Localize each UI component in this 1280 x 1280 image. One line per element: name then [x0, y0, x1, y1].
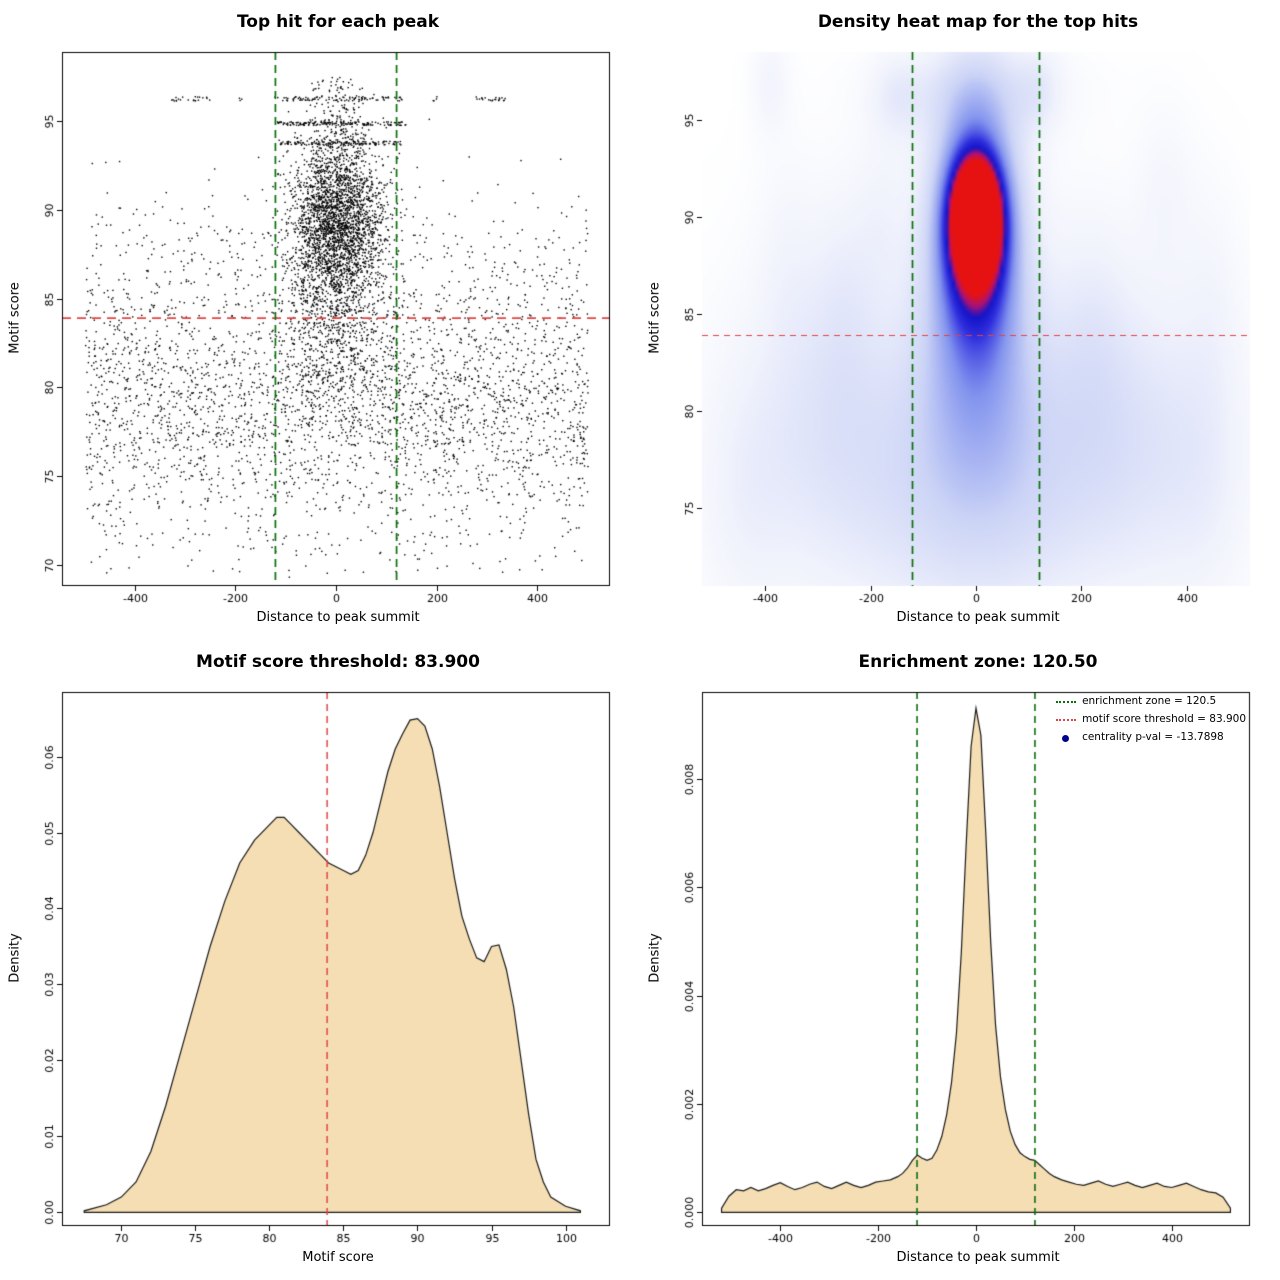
distance-density-x-axis-label: Distance to peak summit — [896, 1250, 1060, 1265]
legend-label-enrichment-zone: enrichment zone = 120.5 — [1082, 695, 1217, 707]
heatmap-y-axis-label: Motif score — [647, 282, 663, 354]
enrichment-zone-title: Enrichment zone: 120.50 — [858, 652, 1098, 672]
motif-density-y-axis-label: Density — [7, 933, 23, 983]
motif-density-x-axis-label: Motif score — [302, 1250, 374, 1265]
dotted-line-icon — [1056, 718, 1077, 721]
motif-density-title: Motif score threshold: 83.900 — [196, 652, 480, 672]
scatter-y-axis-label: Motif score — [7, 282, 23, 354]
distance-density-canvas — [640, 678, 1280, 1278]
scatter-x-axis-label: Distance to peak summit — [256, 610, 420, 625]
panel-motif-score-density: Motif score threshold: 83.900 Density Mo… — [0, 640, 640, 1280]
scatter-title: Top hit for each peak — [236, 12, 440, 32]
legend-item: centrality p-val = -13.7898 — [1056, 730, 1246, 745]
legend-label-centrality-pval: centrality p-val = -13.7898 — [1082, 731, 1224, 744]
dotted-line-icon — [1056, 700, 1077, 703]
legend-item: enrichment zone = 120.5 — [1056, 694, 1246, 709]
panel-top-hit-scatter: Top hit for each peak Motif score Distan… — [0, 0, 640, 640]
scatter-plot-canvas — [0, 38, 640, 638]
panel-density-heatmap: Density heat map for the top hits Motif … — [640, 0, 1280, 640]
distance-density-y-axis-label: Density — [647, 933, 663, 983]
legend-label-motif-threshold: motif score threshold = 83.900 — [1082, 713, 1246, 726]
motif-density-canvas — [0, 678, 640, 1278]
heatmap-canvas — [640, 38, 1280, 638]
legend-item: motif score threshold = 83.900 — [1056, 712, 1246, 727]
panel-distance-density: Enrichment zone: 120.50 Density Distance… — [640, 640, 1280, 1280]
point-icon — [1062, 734, 1070, 742]
chart-legend: enrichment zone = 120.5 motif score thre… — [1056, 694, 1246, 749]
heatmap-title: Density heat map for the top hits — [817, 12, 1139, 32]
heatmap-x-axis-label: Distance to peak summit — [896, 610, 1060, 625]
